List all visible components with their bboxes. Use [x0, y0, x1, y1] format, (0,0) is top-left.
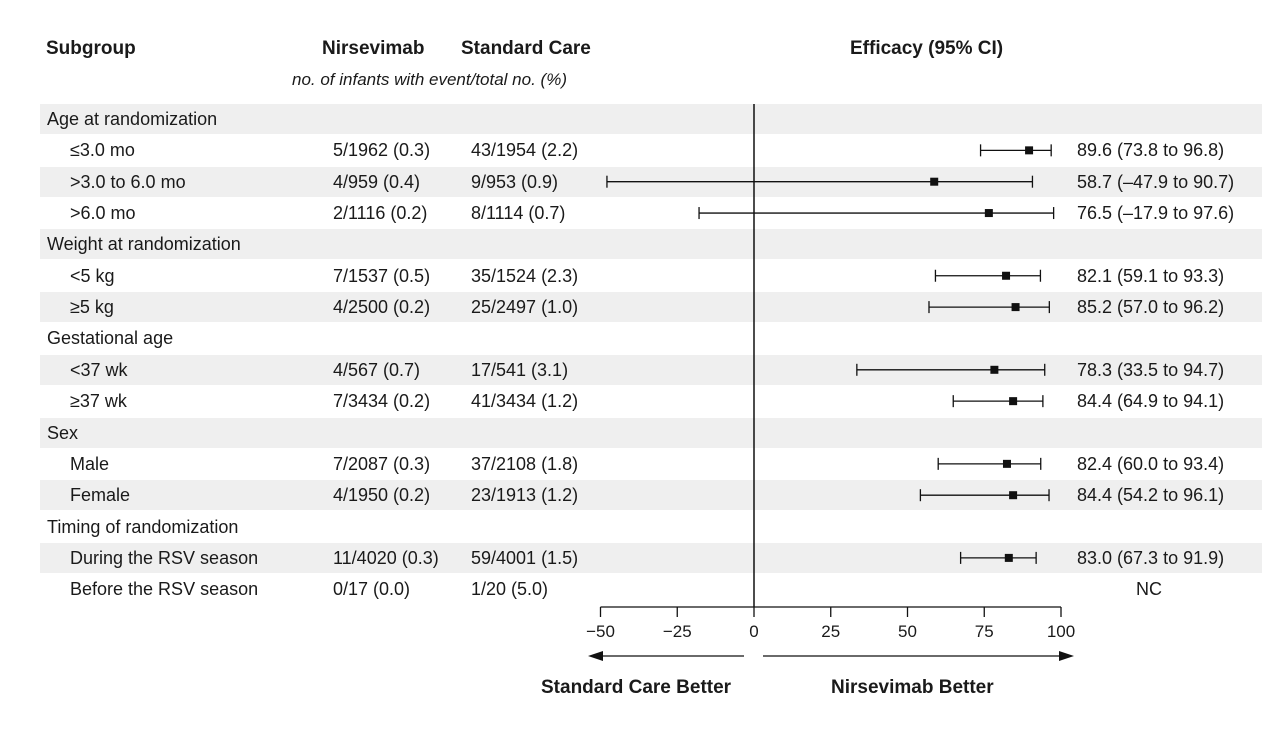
- point-estimate: [930, 177, 939, 186]
- nirsevimab-count: 7/3434 (0.2): [333, 391, 431, 412]
- subgroup-label: <37 wk: [70, 359, 128, 380]
- point-estimate: [1011, 303, 1020, 312]
- point-estimate: [990, 365, 999, 374]
- x-tick-label: −25: [663, 622, 692, 641]
- efficacy-value: 76.5 (–17.9 to 97.6): [1077, 203, 1235, 224]
- nirsevimab-count: 5/1962 (0.3): [333, 140, 431, 161]
- standard-care-count: 8/1114 (0.7): [471, 203, 566, 224]
- efficacy-value: 82.1 (59.1 to 93.3): [1077, 265, 1225, 286]
- left-arrow-head: [588, 651, 603, 661]
- standard-care-count: 17/541 (3.1): [471, 359, 569, 380]
- efficacy-value: 89.6 (73.8 to 96.8): [1077, 140, 1225, 161]
- row-band: [40, 104, 1262, 134]
- x-tick-label: 75: [975, 622, 994, 641]
- counts-subheader: no. of infants with event/total no. (%): [292, 70, 567, 89]
- subgroup-label: >6.0 mo: [70, 203, 136, 224]
- point-estimate: [1009, 397, 1018, 406]
- subgroup-header: Subgroup: [46, 38, 136, 59]
- standard-care-count: 9/953 (0.9): [471, 171, 559, 192]
- x-tick-label: 25: [821, 622, 840, 641]
- row-band: [40, 542, 1262, 573]
- subgroup-label: Before the RSV season: [70, 579, 259, 600]
- favors-right-label: Nirsevimab Better: [831, 677, 994, 698]
- row-band: [40, 229, 1262, 260]
- subgroup-label: <5 kg: [70, 265, 115, 286]
- x-tick-label: 0: [749, 622, 758, 641]
- efficacy-header: Efficacy (95% CI): [850, 38, 1004, 59]
- nirsevimab-count: 11/4020 (0.3): [333, 547, 439, 568]
- subgroup-label: ≤3.0 mo: [70, 140, 135, 161]
- nirsevimab-count: 4/1950 (0.2): [333, 485, 431, 506]
- point-estimate: [1009, 491, 1018, 500]
- standard-care-count: 43/1954 (2.2): [471, 140, 579, 161]
- nirsevimab-count: 7/2087 (0.3): [333, 453, 431, 474]
- favors-left-label: Standard Care Better: [541, 677, 732, 698]
- efficacy-value: NC: [1136, 579, 1162, 600]
- row-band: [40, 417, 1262, 448]
- efficacy-value: 78.3 (33.5 to 94.7): [1077, 359, 1225, 380]
- nirsevimab-count: 2/1116 (0.2): [333, 203, 428, 224]
- efficacy-value: 84.4 (54.2 to 96.1): [1077, 485, 1225, 506]
- x-tick-label: 50: [898, 622, 917, 641]
- point-estimate: [1025, 146, 1034, 155]
- nirsevimab-count: 0/17 (0.0): [333, 579, 411, 600]
- point-estimate: [1002, 459, 1011, 468]
- standard-care-header: Standard Care: [461, 38, 591, 59]
- subgroup-label: ≥5 kg: [70, 297, 114, 318]
- standard-care-count: 23/1913 (1.2): [471, 485, 579, 506]
- efficacy-value: 84.4 (64.9 to 94.1): [1077, 391, 1225, 412]
- group-label: Timing of randomization: [47, 516, 239, 537]
- subgroup-label: ≥37 wk: [70, 391, 127, 412]
- right-arrow-head: [1059, 651, 1074, 661]
- efficacy-value: 85.2 (57.0 to 96.2): [1077, 297, 1225, 318]
- group-label: Gestational age: [47, 328, 174, 349]
- group-label: Weight at randomization: [47, 234, 241, 255]
- standard-care-count: 41/3434 (1.2): [471, 391, 579, 412]
- efficacy-value: 58.7 (–47.9 to 90.7): [1077, 171, 1235, 192]
- standard-care-count: 37/2108 (1.8): [471, 453, 579, 474]
- standard-care-count: 35/1524 (2.3): [471, 265, 579, 286]
- nirsevimab-count: 4/567 (0.7): [333, 359, 421, 380]
- efficacy-value: 82.4 (60.0 to 93.4): [1077, 453, 1225, 474]
- row-band: [40, 292, 1262, 323]
- row-band: [40, 480, 1262, 511]
- nirsevimab-count: 7/1537 (0.5): [333, 265, 431, 286]
- group-label: Sex: [47, 422, 79, 443]
- subgroup-label: Male: [70, 453, 110, 474]
- subgroup-label: Female: [70, 485, 131, 506]
- x-tick-label: 100: [1047, 622, 1075, 641]
- standard-care-count: 1/20 (5.0): [471, 579, 549, 600]
- nirsevimab-count: 4/2500 (0.2): [333, 297, 431, 318]
- group-label: Age at randomization: [47, 109, 218, 129]
- subgroup-label: During the RSV season: [70, 547, 259, 568]
- standard-care-count: 25/2497 (1.0): [471, 297, 579, 318]
- efficacy-value: 83.0 (67.3 to 91.9): [1077, 547, 1225, 568]
- standard-care-count: 59/4001 (1.5): [471, 547, 579, 568]
- nirsevimab-count: 4/959 (0.4): [333, 171, 421, 192]
- nirsevimab-header: Nirsevimab: [322, 38, 425, 59]
- row-band: [40, 354, 1262, 385]
- point-estimate: [984, 209, 993, 218]
- point-estimate: [1004, 553, 1013, 562]
- point-estimate: [1002, 271, 1011, 280]
- x-tick-label: −50: [586, 622, 615, 641]
- subgroup-label: >3.0 to 6.0 mo: [70, 171, 186, 192]
